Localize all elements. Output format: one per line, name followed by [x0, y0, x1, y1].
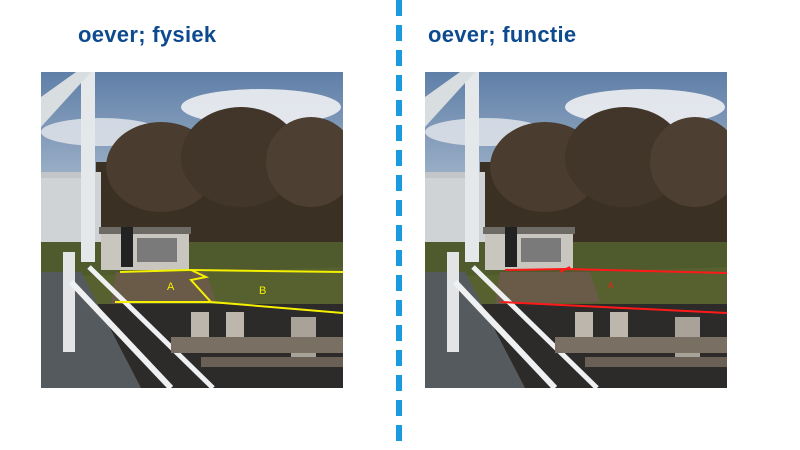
left-photo: A B: [41, 72, 343, 388]
scene-left: [41, 72, 343, 388]
right-photo: A: [425, 72, 727, 388]
right-title: oever; functie: [428, 22, 577, 47]
bank-outline-yellow: [115, 268, 343, 314]
left-title: oever; fysiek: [78, 22, 217, 47]
bank-outline-red: [500, 266, 727, 314]
label-a: A: [167, 281, 175, 293]
scene-right: [425, 72, 727, 388]
label-b: B: [259, 285, 266, 297]
label-a: A: [608, 281, 614, 290]
dashed-divider: [396, 0, 402, 450]
